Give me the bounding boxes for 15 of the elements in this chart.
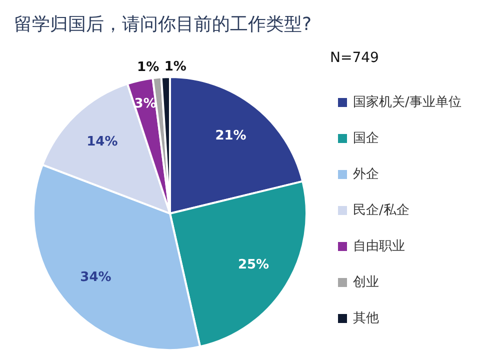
data-label: 34% (80, 270, 112, 286)
legend-label: 国企 (353, 130, 379, 147)
data-label: 1% (137, 60, 160, 76)
chart-title: 留学归国后，请问你目前的工作类型? (14, 13, 312, 36)
data-label: 1% (164, 59, 186, 74)
legend-label: 民企/私企 (353, 202, 410, 219)
legend-label: 外企 (353, 166, 379, 183)
legend-label: 自由职业 (353, 238, 405, 255)
data-label: 25% (238, 258, 270, 273)
legend-label: 其他 (353, 310, 379, 327)
legend-label: 创业 (353, 274, 379, 291)
data-label: 21% (215, 128, 246, 144)
chart-subtitle: N=749 (330, 50, 379, 66)
data-label: 14% (86, 134, 118, 150)
legend-label: 国家机关/事业单位 (353, 94, 462, 111)
